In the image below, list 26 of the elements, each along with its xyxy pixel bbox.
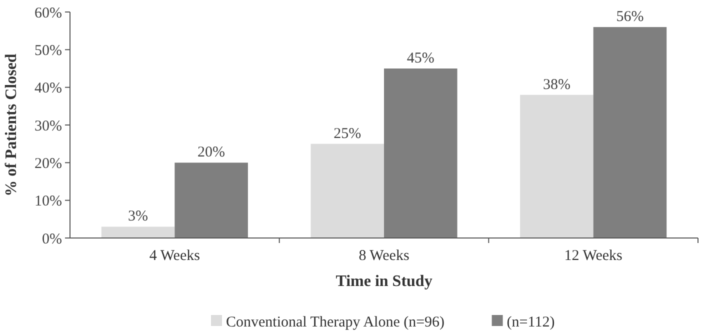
bar xyxy=(310,144,384,238)
y-tick-label: 30% xyxy=(34,118,62,134)
x-tick-label: 4 Weeks xyxy=(149,248,200,264)
bar xyxy=(593,27,667,238)
x-tick-label: 12 Weeks xyxy=(564,248,623,264)
bar xyxy=(384,68,458,238)
y-tick-label: 50% xyxy=(34,42,62,59)
bar xyxy=(174,162,248,238)
data-label: 3% xyxy=(128,208,148,225)
y-tick-label: 20% xyxy=(34,156,62,172)
y-axis-title: % of Patients Closed xyxy=(3,54,20,196)
x-axis-title: Time in Study xyxy=(336,273,432,290)
data-label: 38% xyxy=(542,76,570,93)
bar xyxy=(520,94,594,238)
data-label: 56% xyxy=(616,9,644,26)
data-label: 45% xyxy=(406,50,434,66)
y-tick-label: 0% xyxy=(42,231,62,248)
legend-label: (n=112) xyxy=(506,314,555,330)
legend-label: Conventional Therapy Alone (n=96) xyxy=(226,314,445,330)
data-label: 25% xyxy=(334,126,362,142)
y-tick-label: 40% xyxy=(34,80,62,97)
data-label: 20% xyxy=(198,144,226,161)
y-tick-label: 10% xyxy=(34,194,62,210)
x-tick-label: 8 Weeks xyxy=(358,248,410,264)
y-tick-label: 60% xyxy=(34,5,62,22)
bar xyxy=(101,226,175,238)
